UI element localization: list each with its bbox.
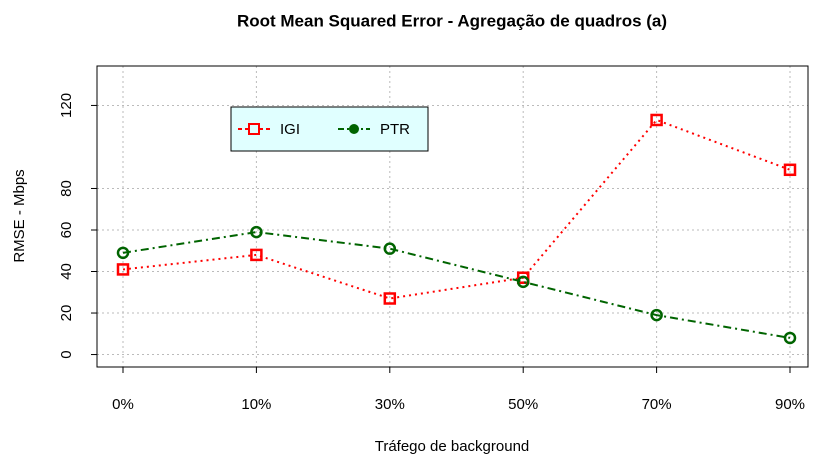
legend-label: PTR — [380, 121, 410, 138]
x-tick-label: 0% — [112, 396, 134, 413]
x-tick-label: 90% — [775, 396, 805, 413]
y-tick-label: 40 — [58, 263, 75, 280]
y-tick-label: 0 — [58, 350, 75, 358]
x-tick-label: 10% — [241, 396, 271, 413]
series-line — [122, 118, 791, 300]
marker — [783, 163, 797, 177]
marker — [650, 308, 663, 322]
series-line — [122, 231, 791, 339]
y-axis-label: RMSE - Mbps — [11, 169, 28, 262]
marker — [250, 248, 263, 262]
marker — [383, 292, 397, 305]
marker — [116, 263, 130, 276]
y-tick-label: 20 — [58, 305, 75, 322]
marker — [516, 275, 530, 289]
y-tick-label: 80 — [58, 180, 75, 197]
x-tick-label: 70% — [642, 396, 672, 413]
plot-frame — [96, 65, 809, 368]
chart-title: Root Mean Squared Error - Agregação de q… — [237, 11, 667, 30]
x-tick-label: 30% — [375, 396, 405, 413]
legend-marker — [349, 124, 359, 134]
marker — [116, 246, 130, 260]
marker — [783, 331, 797, 345]
y-tick-label: 60 — [58, 222, 75, 239]
marker — [383, 242, 397, 255]
legend: IGI PTR — [230, 106, 429, 152]
y-tick-label: 120 — [58, 93, 75, 118]
x-tick-label: 50% — [508, 396, 538, 413]
legend-marker — [248, 123, 260, 135]
legend-box — [230, 106, 429, 152]
marker — [250, 225, 263, 239]
marker — [650, 113, 663, 127]
legend-label: IGI — [280, 121, 300, 138]
x-axis-label: Tráfego de background — [375, 438, 530, 455]
marker — [516, 271, 530, 284]
